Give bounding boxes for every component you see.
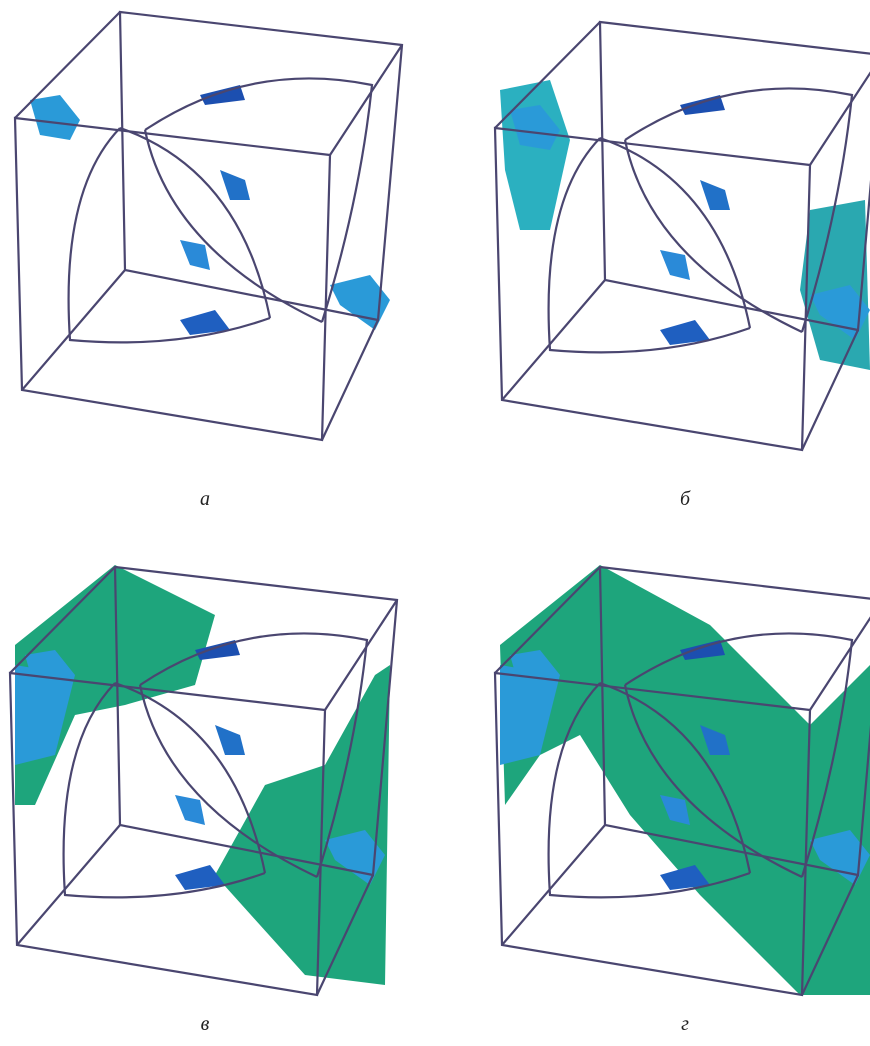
panel-label: в <box>201 1013 210 1035</box>
panel-b: б <box>493 20 870 510</box>
panel-a: а <box>13 10 404 510</box>
panel-label: б <box>680 488 691 510</box>
panel-label: г <box>681 1013 689 1035</box>
panel-c: в <box>8 565 399 1035</box>
panel-d: г <box>493 565 870 1035</box>
panel-label: а <box>200 488 210 510</box>
